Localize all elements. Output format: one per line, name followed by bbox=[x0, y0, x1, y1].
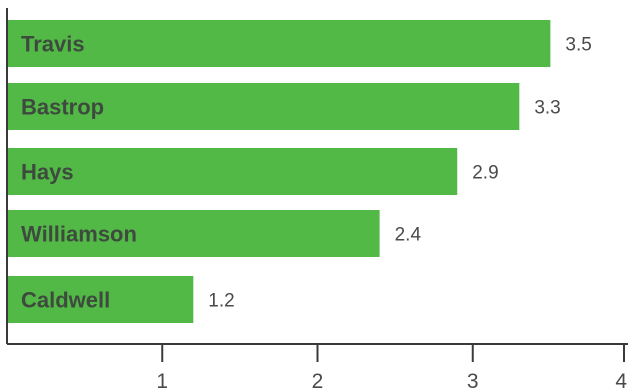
value-label: 2.4 bbox=[395, 225, 422, 246]
bar-bastrop bbox=[7, 83, 520, 130]
category-label: Travis bbox=[21, 32, 85, 57]
value-label: 2.9 bbox=[472, 163, 498, 184]
x-tick-label: 3 bbox=[467, 370, 479, 392]
x-tick-label: 2 bbox=[312, 370, 324, 392]
value-label: 1.2 bbox=[208, 291, 234, 312]
category-label: Bastrop bbox=[21, 95, 104, 120]
value-label: 3.3 bbox=[534, 98, 560, 119]
category-label: Williamson bbox=[21, 222, 137, 247]
x-axis-ticks: 1 2 3 4 bbox=[156, 344, 627, 392]
bar-hays bbox=[7, 148, 458, 195]
x-tick-label: 4 bbox=[615, 370, 627, 392]
value-label: 3.5 bbox=[565, 35, 591, 56]
bar-travis bbox=[7, 20, 551, 67]
bars-group: Travis 3.5 Bastrop 3.3 Hays 2.9 Williamson 2.4 C… bbox=[7, 20, 592, 323]
category-label: Hays bbox=[21, 160, 74, 185]
bar-williamson bbox=[7, 210, 380, 257]
x-tick-label: 1 bbox=[156, 370, 168, 392]
category-label: Caldwell bbox=[21, 288, 110, 313]
bar-caldwell bbox=[7, 276, 194, 323]
